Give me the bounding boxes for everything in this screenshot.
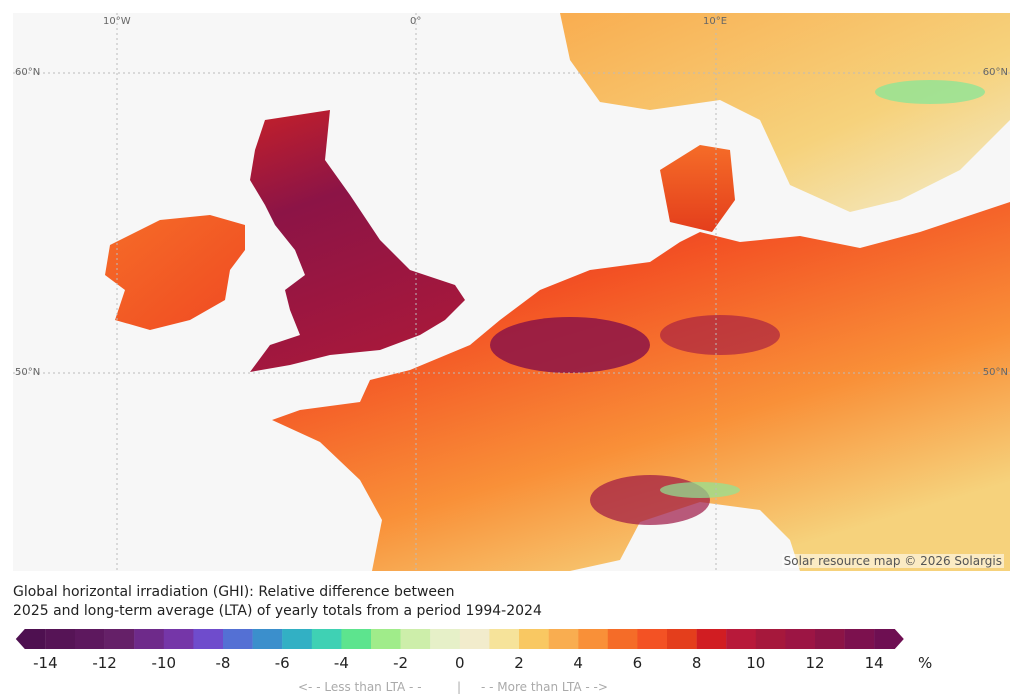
legend-swatch: [696, 629, 727, 649]
less-than-lta-label: <- - Less than LTA - -: [298, 680, 422, 694]
legend-swatch: [371, 629, 401, 649]
land-great-britain: [250, 110, 465, 372]
lon-label-10w: 10°W: [103, 16, 131, 27]
legend-tick-label: -14: [33, 654, 58, 672]
legend-swatch: [489, 629, 520, 649]
legend-tick-label: 0: [455, 654, 465, 672]
legend-swatch: [163, 629, 194, 649]
legend-tick-label: -8: [215, 654, 231, 672]
legend-tick-label: 10: [746, 654, 766, 672]
legend-swatch: [667, 629, 697, 649]
attribution: Solar resource map © 2026 Solargis: [781, 554, 1004, 568]
legend-tick-label: -4: [333, 654, 349, 672]
legend-swatch: [282, 629, 312, 649]
legend-swatch: [400, 629, 431, 649]
lat-label-50n: 50°N: [15, 367, 41, 378]
legend-swatch: [223, 629, 253, 649]
legend-swatch: [637, 629, 668, 649]
legend-swatch: [785, 629, 816, 649]
land-denmark: [660, 145, 735, 232]
legend-swatch: [519, 629, 549, 649]
legend-title: Global horizontal irradiation (GHI): Rel…: [13, 583, 542, 621]
lat-label-50n-right: 50°N: [982, 367, 1008, 378]
legend-swatch: [15, 629, 46, 649]
strong-positive-benelux: [490, 317, 650, 373]
legend-tick-label: -12: [92, 654, 117, 672]
legend-tick-label: 8: [691, 654, 702, 672]
lon-label-0: 0°: [410, 16, 422, 27]
legend-tick-label: -6: [274, 654, 290, 672]
legend-title-line1: Global horizontal irradiation (GHI): Rel…: [13, 584, 455, 600]
legend-swatch: [578, 629, 608, 649]
legend-swatch: [844, 629, 875, 649]
legend-swatch: [45, 629, 76, 649]
legend-swatch: [430, 629, 460, 649]
more-than-lta-label: - - More than LTA - ->: [481, 680, 608, 694]
lat-label-60n: 60°N: [15, 67, 41, 78]
lat-label-60n-right: 60°N: [982, 67, 1008, 78]
negative-area-finland: [875, 80, 985, 104]
legend-title-line2: 2025 and long-term average (LTA) of year…: [13, 603, 542, 619]
legend-swatch: [607, 629, 638, 649]
lon-label-10e: 10°E: [703, 16, 728, 27]
legend-swatch: [726, 629, 756, 649]
legend-tick-label: 4: [573, 654, 583, 672]
legend-unit: %: [918, 654, 933, 672]
negative-area-alps: [660, 482, 740, 498]
legend-swatch: [815, 629, 845, 649]
color-legend: [15, 629, 904, 649]
legend-swatch: [874, 629, 904, 649]
legend-swatch: [459, 629, 490, 649]
legend-swatch: [548, 629, 579, 649]
legend-tick-label: -2: [393, 654, 409, 672]
legend-swatch: [193, 629, 224, 649]
lta-separator: |: [457, 680, 462, 694]
graticule: [13, 13, 1010, 571]
legend-swatch: [75, 629, 105, 649]
land-scandinavia: [560, 13, 1010, 212]
legend-tick-label: 14: [864, 654, 884, 672]
legend-swatch: [341, 629, 372, 649]
map-canvas: [13, 13, 1010, 571]
legend-swatch: [104, 629, 135, 649]
land-continent: [272, 202, 1010, 571]
legend-swatch: [252, 629, 283, 649]
land-ireland: [105, 215, 245, 330]
legend-swatch: [134, 629, 164, 649]
legend-tick-label: -10: [151, 654, 177, 672]
solar-map[interactable]: 10°W 0° 10°E 60°N 50°N 60°N 50°N Solar r…: [13, 13, 1010, 571]
legend-tick-label: 2: [514, 654, 524, 672]
legend-swatch: [755, 629, 786, 649]
legend-tick-label: 12: [805, 654, 825, 672]
legend-swatch: [311, 629, 342, 649]
strong-positive-germany: [660, 315, 780, 355]
legend-tick-label: 6: [632, 654, 643, 672]
